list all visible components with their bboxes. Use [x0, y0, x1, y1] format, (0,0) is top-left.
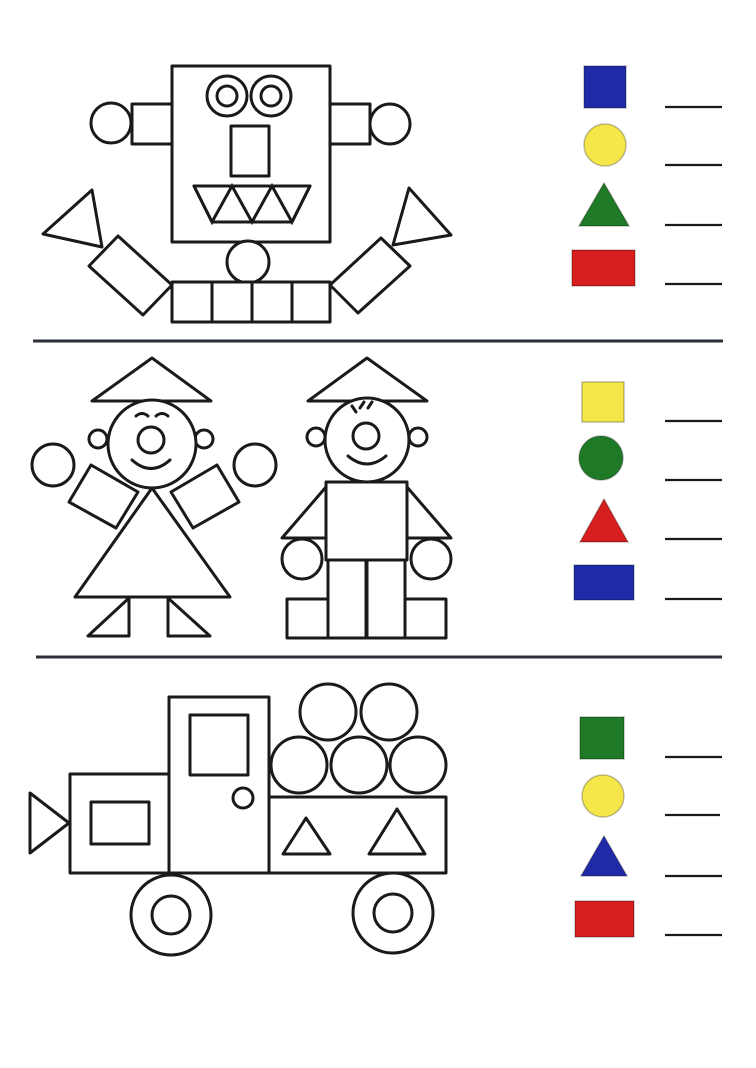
clown-girl-hand-right [232, 442, 278, 488]
robot-eye-left-inner [215, 84, 239, 108]
clowns-color-legend [573, 381, 722, 601]
truck-load-ball [298, 682, 358, 742]
robot-body-block-2 [210, 280, 254, 324]
robot-body-block-3 [250, 280, 294, 324]
clown-girl-figure [30, 356, 278, 638]
truck-cab-window-square [188, 713, 250, 777]
clown-girl-arm-left [67, 463, 140, 530]
legend-circle-swatch [581, 774, 625, 818]
clown-girl-eyebrow-left [134, 412, 150, 418]
truck-load-ball [329, 735, 389, 795]
robot-teeth [192, 182, 312, 226]
truck-wheel-left-hub [150, 894, 192, 936]
robot-nose-rectangle [229, 124, 271, 178]
truck-wheel-right-hub [372, 892, 414, 934]
clown-boy-leg-left [326, 558, 368, 640]
robot-hand-left [89, 101, 133, 145]
clown-girl-hat-triangle [90, 356, 213, 403]
robot-hand-right [368, 102, 412, 146]
truck-bed-triangle-right [367, 807, 427, 856]
truck-door-handle-circle [231, 786, 255, 810]
truck-load-ball [388, 735, 448, 795]
legend-triangle-swatch [579, 834, 629, 877]
clown-boy-body-square [324, 480, 409, 562]
clown-girl-eyebrow-right [154, 412, 170, 418]
clown-boy-ear-right [407, 426, 429, 448]
clown-boy-shoulder-left [280, 485, 328, 540]
robot-arm-left [130, 102, 174, 146]
clown-boy-hair [350, 400, 374, 414]
clown-boy-shoulder-right [405, 485, 453, 540]
robot-color-legend [571, 65, 722, 287]
robot-triangle-right [391, 186, 453, 247]
clown-girl-nose-circle [136, 425, 166, 455]
clown-boy-nose-circle [351, 421, 381, 451]
clown-girl-foot-right [166, 596, 212, 638]
legend-rectangle-swatch [574, 900, 635, 938]
legend-square-swatch [579, 716, 625, 760]
truck-headlight-triangle [28, 791, 71, 855]
robot-mouth [192, 184, 312, 224]
clown-girl-dress-triangle [73, 486, 232, 599]
clown-boy-leg-right [365, 558, 407, 640]
clown-girl-foot-left [86, 596, 131, 638]
legend-square-swatch [581, 381, 625, 423]
legend-triangle-swatch [578, 497, 630, 543]
clown-boy-figure [280, 356, 453, 640]
robot-figure [41, 64, 453, 324]
robot-leg-left [87, 234, 174, 317]
truck-bed-triangle-left [281, 816, 332, 856]
robot-body-block-1 [170, 280, 214, 324]
robot-arm-right [328, 102, 372, 146]
truck-load-ball [359, 682, 419, 742]
clown-boy-foot-right [403, 597, 448, 640]
legend-circle-swatch [578, 435, 624, 481]
truck-figure [28, 682, 448, 957]
legend-rectangle-swatch [573, 564, 635, 601]
clown-boy-hat-triangle [306, 356, 429, 403]
robot-eye-right-inner [259, 84, 283, 108]
legend-rectangle-swatch [571, 249, 636, 287]
clown-boy-hand-left [280, 537, 324, 581]
robot-body-block-4 [290, 280, 332, 324]
clown-girl-ear-left [87, 428, 109, 450]
truck-hood-window-rectangle [89, 800, 151, 846]
legend-circle-swatch [583, 123, 627, 167]
clown-girl-ear-right [193, 428, 215, 450]
clown-boy-hand-right [409, 537, 453, 581]
clown-girl-arm-right [169, 463, 241, 530]
truck-load-ball [269, 735, 329, 795]
clown-boy-foot-left [285, 597, 330, 640]
clown-girl-hand-left [30, 442, 76, 488]
clown-boy-smile [346, 454, 388, 466]
robot-triangle-left [41, 188, 104, 249]
legend-square-swatch [583, 65, 627, 109]
clown-girl-smile [130, 458, 172, 470]
robot-neck-circle [225, 239, 271, 285]
legend-triangle-swatch [577, 181, 631, 227]
robot-leg-right [328, 236, 412, 315]
clown-boy-ear-left [305, 426, 327, 448]
truck-color-legend [574, 716, 722, 938]
